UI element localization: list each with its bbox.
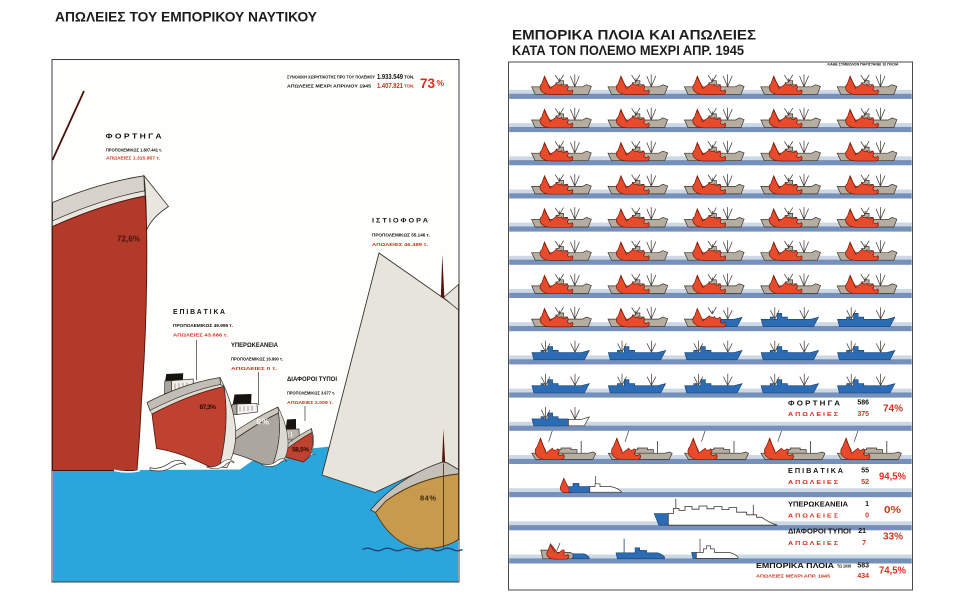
svg-text:ΑΠΩΛΕΙΕΣ ΜΕΧΡΙ ΑΠΡΙΛΙΟΥ 1945: ΑΠΩΛΕΙΕΣ ΜΕΧΡΙ ΑΠΡΙΛΙΟΥ 1945 (287, 84, 371, 90)
svg-text:Α Π Ω Λ Ε Ι Ε Σ: Α Π Ω Λ Ε Ι Ε Σ (788, 514, 839, 520)
svg-text:ΣΥΝΟΛΙΚΗ ΧΩΡΗΤΙΚΟΤΗΣ ΠΡΟ ΤΟΥ Π: ΣΥΝΟΛΙΚΗ ΧΩΡΗΤΙΚΟΤΗΣ ΠΡΟ ΤΟΥ ΠΟΛΕΜΟΥ (287, 75, 376, 81)
svg-text:52: 52 (861, 479, 869, 486)
svg-text:Φ Ο Ρ Τ Η Γ Α: Φ Ο Ρ Τ Η Γ Α (106, 134, 162, 141)
svg-text:1: 1 (865, 501, 869, 508)
svg-text:ΠΡΟΠΟΛΕΜΙΚΩΣ 49.995 τ.: ΠΡΟΠΟΛΕΜΙΚΩΣ 49.995 τ. (173, 323, 233, 329)
svg-text:ΑΠΩΛΕΙΕΣ 46.489 τ.: ΑΠΩΛΕΙΕΣ 46.489 τ. (372, 242, 428, 248)
svg-text:74%: 74% (883, 403, 904, 415)
svg-text:ΑΠΩΛΕΙΕΣ ΜΕΧΡΙ ΑΠΡ. 1945: ΑΠΩΛΕΙΕΣ ΜΕΧΡΙ ΑΠΡ. 1945 (756, 574, 830, 580)
svg-text:7: 7 (862, 540, 866, 547)
svg-text:33%: 33% (883, 531, 904, 543)
svg-text:72,6%: 72,6% (117, 235, 140, 244)
svg-text:ΑΠΩΛΕΙΕΣ 1.315.957 τ.: ΑΠΩΛΕΙΕΣ 1.315.957 τ. (106, 156, 160, 162)
svg-text:ΑΠΩΛΕΙΕΣ 43.666 τ.: ΑΠΩΛΕΙΕΣ 43.666 τ. (173, 333, 228, 339)
svg-text:ΑΠΩΛΕΙΕΣ 0 τ.: ΑΠΩΛΕΙΕΣ 0 τ. (231, 366, 277, 372)
svg-text:74,5%: 74,5% (879, 565, 907, 577)
svg-text:84%: 84% (420, 494, 436, 503)
svg-text:Α Π Ω Λ Ε Ι Ε Σ: Α Π Ω Λ Ε Ι Ε Σ (788, 541, 839, 547)
svg-text:583: 583 (857, 563, 869, 570)
svg-text:Α Π Ω Λ Ε Ι Ε Σ: Α Π Ω Λ Ε Ι Ε Σ (788, 412, 839, 418)
svg-text:0: 0 (865, 513, 869, 520)
svg-text:ΕΜΠΟΡΙΚΑ ΠΛΟΙΑ ΚΑΙ ΑΠΩΛΕΙΕΣ: ΕΜΠΟΡΙΚΑ ΠΛΟΙΑ ΚΑΙ ΑΠΩΛΕΙΕΣ (512, 27, 756, 43)
svg-text:87,3%: 87,3% (200, 404, 217, 411)
svg-text:ΠΡΟΠΟΛΕΜΙΚΩΣ 1.807.441 τ.: ΠΡΟΠΟΛΕΜΙΚΩΣ 1.807.441 τ. (106, 147, 162, 153)
svg-text:Ι Σ Τ Ι Ο Φ Ο Ρ Α: Ι Σ Τ Ι Ο Φ Ο Ρ Α (372, 218, 429, 225)
svg-text:ΕΜΠΟΡΙΚΑ ΠΛΟΙΑ: ΕΜΠΟΡΙΚΑ ΠΛΟΙΑ (756, 561, 835, 570)
svg-text:ΚΑΤΑ ΤΟΝ ΠΟΛΕΜΟ ΜΕΧΡΙ ΑΠΡ.: ΚΑΤΑ ΤΟΝ ΠΟΛΕΜΟ ΜΕΧΡΙ ΑΠΡ. 1945 (512, 42, 744, 58)
svg-text:375: 375 (857, 411, 869, 418)
svg-text:ΠΡΟΠΟΛΕΜΙΚΩΣ 16.990 τ.: ΠΡΟΠΟΛΕΜΙΚΩΣ 16.990 τ. (231, 357, 283, 363)
svg-text:Α Π Ω Λ Ε Ι Ε Σ: Α Π Ω Λ Ε Ι Ε Σ (788, 480, 839, 486)
svg-text:ΚΑΘΕ ΣΥΜΒΟΛΟΝ ΠΑΡΙΣΤΑΝΕΙ 10 ΠΛ: ΚΑΘΕ ΣΥΜΒΟΛΟΝ ΠΑΡΙΣΤΑΝΕΙ 10 ΠΛΟΙΑ (828, 63, 900, 67)
svg-text:0%: 0% (257, 418, 270, 427)
svg-text:ΠΡΟΠΟΛΕΜΙΚΩΣ 3.977 τ.: ΠΡΟΠΟΛΕΜΙΚΩΣ 3.977 τ. (287, 391, 335, 397)
svg-text:434: 434 (857, 573, 869, 580)
svg-text:Ε Π Ι Β Α Τ Ι Κ Α: Ε Π Ι Β Α Τ Ι Κ Α (173, 309, 225, 316)
svg-text:55: 55 (861, 468, 869, 475)
svg-text:ΔΙΑΦΟΡΟΙ ΤΥΠΟΙ: ΔΙΑΦΟΡΟΙ ΤΥΠΟΙ (788, 529, 851, 536)
svg-text:ΤΩ 1939: ΤΩ 1939 (837, 564, 851, 569)
svg-text:58,5%: 58,5% (292, 447, 309, 454)
svg-text:ΤΟΝ.: ΤΟΝ. (404, 84, 414, 89)
svg-text:Φ Ο Ρ Τ Η Γ Α: Φ Ο Ρ Τ Η Γ Α (788, 399, 841, 408)
svg-text:586: 586 (857, 400, 869, 407)
svg-text:ΥΠΕΡΩΚΕΑΝΕΙΑ: ΥΠΕΡΩΚΕΑΝΕΙΑ (231, 342, 278, 349)
svg-text:73: 73 (420, 76, 435, 91)
svg-text:Ε Π Ι Β Α Τ Ι Κ Α: Ε Π Ι Β Α Τ Ι Κ Α (788, 466, 844, 475)
svg-text:0%: 0% (884, 504, 902, 516)
svg-text:ΑΠΩΛΕΙΕΣ 2.009 τ.: ΑΠΩΛΕΙΕΣ 2.009 τ. (287, 400, 333, 406)
svg-text:ΤΟΝ.: ΤΟΝ. (404, 75, 414, 80)
svg-text:%: % (437, 78, 445, 88)
svg-text:ΔΙΑΦΟΡΟΙ ΤΥΠΟΙ: ΔΙΑΦΟΡΟΙ ΤΥΠΟΙ (287, 376, 337, 383)
svg-text:ΠΡΟΠΟΛΕΜΙΚΩΣ 55.146 τ.: ΠΡΟΠΟΛΕΜΙΚΩΣ 55.146 τ. (372, 233, 430, 239)
svg-text:94,5%: 94,5% (879, 471, 907, 483)
svg-text:ΑΠΩΛΕΙΕΣ ΤΟΥ ΕΜΠΟΡΙΚΟΥ ΝΑΥΤ: ΑΠΩΛΕΙΕΣ ΤΟΥ ΕΜΠΟΡΙΚΟΥ ΝΑΥΤΙΚΟΥ (55, 9, 318, 25)
svg-text:1.933.549: 1.933.549 (377, 74, 403, 81)
svg-text:1.407.821: 1.407.821 (377, 83, 403, 90)
svg-text:21: 21 (858, 528, 866, 535)
svg-text:ΥΠΕΡΩΚΕΑΝΕΙΑ: ΥΠΕΡΩΚΕΑΝΕΙΑ (788, 502, 848, 509)
